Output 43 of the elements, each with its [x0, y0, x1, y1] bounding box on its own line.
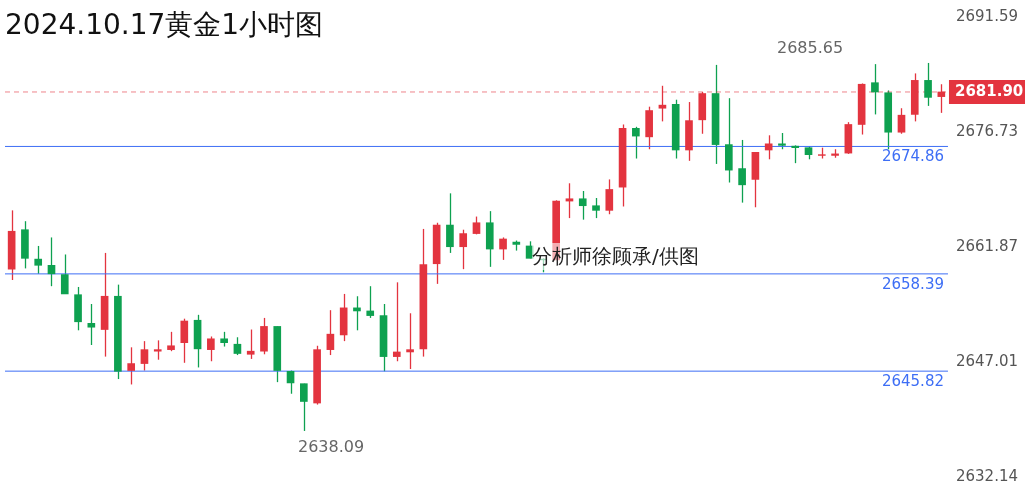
- chart-title: 2024.10.17黄金1小时图: [5, 7, 324, 43]
- candlestick: [34, 245, 43, 275]
- annotation: 分析师徐顾承/供图: [532, 243, 699, 270]
- y-tick-label: 2647.01: [955, 351, 1018, 370]
- candlestick: [246, 328, 255, 360]
- candlestick: [459, 229, 468, 270]
- candlestick: [605, 178, 614, 215]
- candlestick: [565, 182, 574, 219]
- y-tick-label: 2661.87: [955, 236, 1018, 255]
- candlestick: [366, 285, 375, 319]
- candlestick: [300, 383, 308, 432]
- candlestick: [897, 107, 906, 135]
- y-tick-label: 2676.73: [955, 121, 1018, 140]
- candlestick: [127, 346, 135, 386]
- ref-line-label: 2658.39: [881, 274, 944, 293]
- candlestick: [924, 62, 932, 107]
- candlestick: [632, 126, 640, 160]
- candlestick: [153, 339, 162, 361]
- candlestick: [578, 190, 587, 221]
- ref-line-label: 2645.82: [881, 372, 944, 391]
- annotation: 2685.65: [777, 38, 844, 57]
- candlestick: [167, 331, 175, 352]
- y-tick-label: 2691.59: [955, 6, 1018, 25]
- candlestick: [140, 340, 149, 372]
- candlestick: [47, 236, 56, 287]
- ref-line-label: 2681.90: [954, 81, 1024, 100]
- candlestick: [87, 303, 96, 346]
- candlestick: [60, 253, 69, 295]
- candlestick: [658, 85, 667, 123]
- ref-line-label: 2674.86: [881, 147, 944, 166]
- candlestick: [207, 335, 215, 362]
- candlestick: [406, 312, 414, 370]
- candlestick: [326, 309, 335, 356]
- candlestick: [499, 236, 507, 261]
- annotation: 2638.09: [298, 437, 365, 456]
- candlestick: [592, 197, 600, 219]
- candlestick: [871, 63, 879, 116]
- candlestick: [392, 281, 401, 362]
- candlestick: [446, 192, 454, 254]
- candlestick: [738, 139, 746, 204]
- y-tick-label: 2632.14: [955, 466, 1018, 485]
- candlestick: [180, 318, 189, 364]
- candlestick: [764, 134, 773, 160]
